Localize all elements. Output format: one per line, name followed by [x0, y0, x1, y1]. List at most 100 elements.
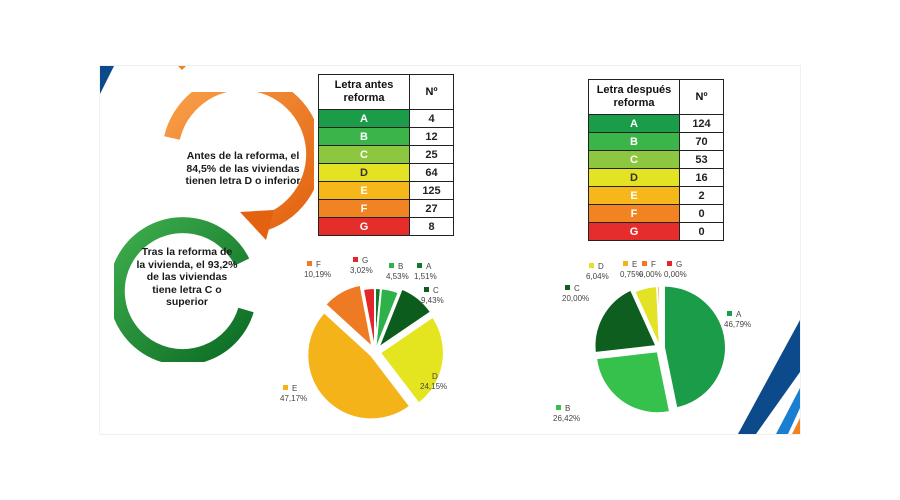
- pie-chart-before: A1,51% B4,53% C9,43% D24,15% E47,17% F10,19% G…: [280, 256, 447, 421]
- percentage-label: 9,43%: [421, 296, 444, 305]
- dwelling-count-cell: 124: [679, 114, 724, 133]
- percentage-label: 47,17%: [280, 394, 307, 403]
- pie-slice-b: [594, 350, 672, 415]
- legend-marker-e: [283, 385, 288, 390]
- dwelling-count-cell: 4: [409, 109, 454, 128]
- legend-marker-c: [565, 285, 570, 290]
- legend-marker-d: [589, 263, 594, 268]
- table-row: C 53: [588, 150, 724, 169]
- table-header-letter: Letra después reforma: [588, 79, 680, 115]
- percentage-label: 26,42%: [553, 414, 580, 423]
- dwelling-count-cell: 2: [679, 186, 724, 205]
- percentage-label: 46,79%: [724, 320, 751, 329]
- legend-marker-f: [307, 261, 312, 266]
- pie-slice-c: [593, 288, 659, 355]
- energy-letter-cell: F: [318, 199, 410, 218]
- pie-slice-a: [662, 284, 727, 410]
- circular-arrows-graphic: [114, 92, 314, 362]
- table-row: B 70: [588, 132, 724, 151]
- category-label: B: [565, 404, 570, 413]
- category-label: G: [676, 260, 682, 269]
- percentage-label: 1,51%: [414, 272, 437, 281]
- legend-marker-c: [424, 287, 429, 292]
- corner-decoration-top-left: [100, 66, 186, 94]
- dwelling-count-cell: 125: [409, 181, 454, 200]
- percentage-label: 10,19%: [304, 270, 331, 279]
- pie-slice-e: [656, 284, 661, 349]
- legend-marker-d: [423, 373, 428, 378]
- percentage-label: 0,00%: [639, 270, 662, 279]
- legend-marker-b: [389, 263, 394, 268]
- pie-slice-e: [306, 310, 412, 421]
- energy-letter-cell: G: [318, 217, 410, 236]
- category-label: E: [292, 384, 297, 393]
- pie-slice-d: [378, 315, 445, 406]
- category-label: E: [632, 260, 637, 269]
- percentage-label: 3,02%: [350, 266, 373, 275]
- category-label: C: [433, 286, 439, 295]
- table-header-count: Nº: [679, 79, 724, 115]
- table-row: B 12: [318, 127, 454, 146]
- table-header-count: Nº: [409, 74, 454, 110]
- dwelling-count-cell: 64: [409, 163, 454, 182]
- dwelling-count-cell: 27: [409, 199, 454, 218]
- energy-letter-cell: F: [588, 204, 680, 223]
- table-row: D 64: [318, 163, 454, 182]
- energy-letter-cell: A: [588, 114, 680, 133]
- category-label: D: [432, 372, 438, 381]
- category-label: A: [426, 262, 432, 271]
- legend-marker-f: [642, 261, 647, 266]
- category-label: F: [316, 260, 321, 269]
- energy-letter-cell: A: [318, 109, 410, 128]
- infographic-slide: Antes de la reforma, el 84,5% de las viv…: [100, 66, 800, 434]
- percentage-label: 4,53%: [386, 272, 409, 281]
- category-label: F: [651, 260, 656, 269]
- legend-marker-a: [417, 263, 422, 268]
- energy-letter-cell: B: [588, 132, 680, 151]
- dwelling-count-cell: 53: [679, 150, 724, 169]
- percentage-label: 20,00%: [562, 294, 589, 303]
- table-row: A 124: [588, 114, 724, 133]
- energy-letter-cell: D: [588, 168, 680, 187]
- legend-marker-g: [667, 261, 672, 266]
- energy-letter-cell: B: [318, 127, 410, 146]
- percentage-label: 0,75%: [620, 270, 643, 279]
- before-reform-note: Antes de la reforma, el 84,5% de las viv…: [185, 150, 301, 187]
- category-label: A: [736, 310, 742, 319]
- energy-letter-cell: E: [588, 186, 680, 205]
- energy-letter-cell: G: [588, 222, 680, 241]
- table-header-letter: Letra antes reforma: [318, 74, 410, 110]
- pie-slice-g: [361, 286, 376, 353]
- legend-marker-b: [556, 405, 561, 410]
- category-label: G: [362, 256, 368, 265]
- energy-letter-cell: D: [318, 163, 410, 182]
- pie-chart-after: A46,79%B26,42%C20,00%D6,04%E0,75%F0,00%G…: [553, 260, 751, 423]
- dwelling-count-cell: 70: [679, 132, 724, 151]
- dwelling-count-cell: 8: [409, 217, 454, 236]
- percentage-label: 6,04%: [586, 272, 609, 281]
- table-row: D 16: [588, 168, 724, 187]
- category-label: D: [598, 262, 604, 271]
- legend-marker-e: [623, 261, 628, 266]
- dwelling-count-cell: 0: [679, 222, 724, 241]
- dwelling-count-cell: 12: [409, 127, 454, 146]
- percentage-label: 0,00%: [664, 270, 687, 279]
- dwelling-count-cell: 16: [679, 168, 724, 187]
- legend-marker-g: [353, 257, 358, 262]
- energy-letter-cell: E: [318, 181, 410, 200]
- corner-decoration-bottom-right: [738, 320, 800, 434]
- energy-table-before: Letra antes reforma Nº A 4 B 12 C 25 D 64 E 125 F 2…: [318, 74, 454, 236]
- legend-marker-a: [727, 311, 732, 316]
- category-label: C: [574, 284, 580, 293]
- pie-slice-b: [374, 287, 401, 353]
- table-row: C 25: [318, 145, 454, 164]
- energy-letter-cell: C: [588, 150, 680, 169]
- energy-letter-cell: C: [318, 145, 410, 164]
- table-row: E 125: [318, 181, 454, 200]
- after-reform-note: Tras la reforma de la vivienda, el 93,2%…: [136, 246, 238, 308]
- dwelling-count-cell: 0: [679, 204, 724, 223]
